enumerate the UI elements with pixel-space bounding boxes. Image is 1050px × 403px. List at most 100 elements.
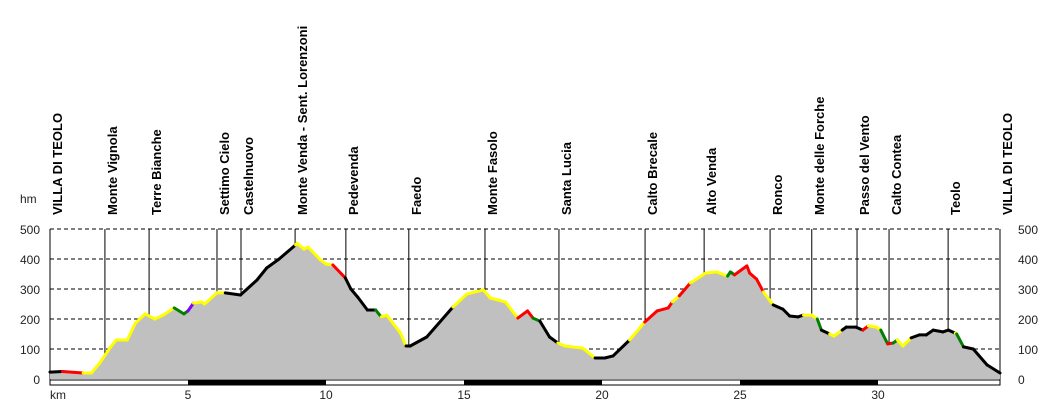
profile-segment-yellow — [688, 271, 708, 285]
y-tick-label-right: 100 — [1018, 343, 1038, 357]
profile-segment-yellow — [563, 344, 585, 350]
profile-segment-green — [955, 332, 966, 349]
profile-segment-yellow — [153, 313, 165, 321]
profile-segment-yellow — [488, 296, 507, 304]
profile-segment-yellow — [715, 270, 730, 278]
y-axis-label: hm — [20, 192, 37, 206]
profile-segment-black — [238, 278, 259, 297]
waypoint-label: Pedevenda — [346, 146, 361, 215]
profile-segment-black — [985, 363, 1002, 375]
profile-segment-black — [408, 335, 429, 348]
profile-segment-black — [255, 266, 269, 282]
y-tick-label-left: 400 — [20, 253, 40, 267]
profile-segment-black — [265, 257, 281, 270]
profile-segment-yellow — [761, 290, 775, 307]
profile-segment-red — [60, 370, 85, 375]
x-tick-label: 30 — [871, 388, 885, 402]
waypoint-label: Calto Brecale — [645, 132, 660, 215]
y-tick-label-left: 0 — [33, 373, 40, 387]
waypoint-label: VILLA DI TEOLO — [1000, 113, 1015, 215]
profile-segment-yellow — [306, 245, 322, 262]
profile-segment-yellow — [143, 312, 157, 321]
y-tick-label-left: 500 — [20, 223, 40, 237]
profile-segment-yellow — [704, 270, 719, 275]
profile-segment-yellow — [465, 288, 485, 296]
profile-segment-black — [971, 347, 989, 367]
profile-segment-yellow — [581, 346, 597, 360]
scale-bar-segment — [464, 380, 603, 385]
profile-segment-black — [223, 291, 242, 297]
waypoint-label: Monte delle Forche — [812, 97, 827, 215]
profile-segment-yellow — [385, 313, 403, 335]
profile-segment-yellow — [901, 336, 913, 348]
x-tick-label: 20 — [595, 388, 609, 402]
waypoint-label: Ronco — [770, 175, 785, 216]
waypoint-label: Santa Lucia — [559, 141, 574, 215]
y-tick-label-left: 100 — [20, 343, 40, 357]
profile-segment-red — [655, 306, 670, 313]
profile-segment-red — [755, 277, 765, 294]
profile-segment-green — [815, 317, 823, 332]
profile-segment-red — [516, 309, 529, 320]
profile-segment-black — [277, 243, 298, 261]
elevation-area — [50, 243, 1000, 379]
profile-segment-black — [349, 287, 360, 299]
profile-segment-black — [771, 303, 785, 311]
profile-segment-black — [538, 319, 552, 339]
profile-segment-yellow — [670, 294, 681, 304]
y-tick-label-left: 200 — [20, 313, 40, 327]
profile-segment-black — [425, 305, 455, 339]
waypoint-label: Teolo — [948, 181, 963, 215]
profile-segment-purple — [186, 301, 196, 313]
waypoint-label: Castelnuovo — [241, 137, 256, 215]
profile-segment-black — [962, 345, 975, 351]
profile-segment-yellow — [89, 361, 102, 375]
waypoint-label: Faedo — [409, 177, 424, 215]
profile-segment-red — [331, 263, 347, 280]
waypoint-label: Terre Bianche — [149, 129, 164, 215]
profile-segment-red — [525, 309, 535, 320]
x-tick-label: 10 — [319, 388, 333, 402]
y-tick-label-right: 0 — [1018, 373, 1025, 387]
profile-segment-yellow — [503, 300, 520, 320]
y-tick-label-right: 500 — [1018, 223, 1038, 237]
scale-bar-segment — [188, 380, 327, 385]
y-tick-label-right: 300 — [1018, 283, 1038, 297]
profile-segment-red — [643, 309, 659, 324]
profile-segment-black — [931, 328, 945, 334]
profile-segment-yellow — [203, 291, 219, 306]
profile-segment-yellow — [832, 328, 844, 338]
profile-segment-red — [732, 264, 749, 277]
profile-segment-yellow — [125, 321, 138, 342]
y-tick-label-right: 200 — [1018, 313, 1038, 327]
waypoint-label: VILLA DI TEOLO — [50, 113, 65, 215]
x-tick-label: 25 — [733, 388, 747, 402]
waypoint-label: Alto Venda — [704, 147, 719, 215]
y-tick-label-right: 400 — [1018, 253, 1038, 267]
waypoint-label: Monte Fasolo — [485, 131, 500, 215]
profile-segment-yellow — [98, 345, 113, 365]
profile-segment-red — [748, 271, 759, 281]
profile-segment-green — [879, 328, 890, 346]
profile-segment-yellow — [481, 288, 492, 300]
profile-segment-yellow — [295, 241, 306, 251]
profile-segment-black — [356, 295, 369, 312]
scale-bar-segment — [740, 380, 879, 385]
x-axis-label: km — [50, 388, 66, 402]
waypoint-label: Settimo Cielo — [217, 132, 232, 215]
profile-segment-black — [819, 328, 832, 336]
profile-segment-black — [548, 335, 560, 345]
waypoint-label: Monte Venda - Sent. Lorenzoni — [295, 26, 310, 215]
profile-segment-yellow — [134, 312, 147, 325]
waypoint-label: Passo del Vento — [857, 115, 872, 215]
y-tick-label-left: 300 — [20, 283, 40, 297]
waypoint-label: Monte Vignola — [105, 126, 120, 215]
waypoint-label: Calto Contea — [889, 134, 904, 215]
profile-segment-black — [781, 307, 792, 318]
profile-segment-black — [343, 276, 353, 291]
profile-segment-yellow — [161, 306, 176, 317]
profile-segment-red — [677, 281, 692, 298]
profile-segment-yellow — [628, 320, 647, 342]
profile-segment-green — [172, 306, 186, 316]
